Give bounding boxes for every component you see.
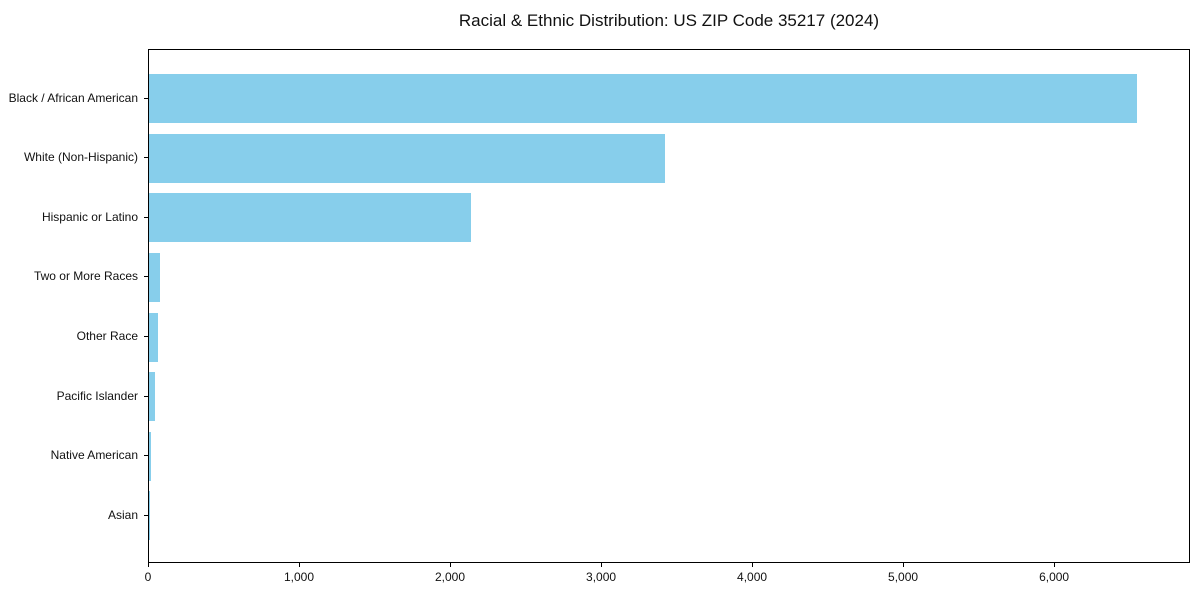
y-label-asian: Asian [107,507,138,522]
y-tick-mark [144,276,148,278]
chart-title: Racial & Ethnic Distribution: US ZIP Cod… [458,11,880,30]
bar-asian [149,491,150,541]
y-label-white-non-hispanic: White (Non-Hispanic) [23,150,138,165]
y-label-black-african-american: Black / African American [8,90,138,105]
x-tick-mark [601,563,603,567]
x-tick-label: 1,000 [283,570,315,584]
x-tick-mark [1054,563,1056,567]
y-label-other-race: Other Race [76,329,138,344]
y-tick-mark [144,395,148,397]
plot-area [148,49,1190,563]
x-tick-label: 6,000 [1039,570,1070,584]
x-tick-label: 2,000 [435,570,466,584]
x-tick-label: 0 [144,570,152,584]
x-tick-label: 5,000 [888,570,919,584]
y-tick-mark [144,514,148,516]
x-tick-label: 4,000 [737,570,768,584]
x-tick-mark [450,563,452,567]
y-label-two-or-more-races: Two or More Races [33,269,138,284]
bar-black-african-american [149,74,1137,123]
y-axis-labels: Black / African American White (Non-Hispa… [0,49,138,563]
bar-two-or-more-races [149,252,161,302]
y-label-native-american: Native American [50,448,138,463]
y-tick-mark [144,97,148,99]
bar-native-american [149,431,151,481]
y-tick-mark [144,455,148,457]
y-tick-mark [144,336,148,338]
x-tick-mark [752,563,754,567]
y-tick-mark [144,216,148,218]
y-tick-mark [144,157,148,159]
bar-pacific-islander [149,372,155,422]
y-label-pacific-islander: Pacific Islander [56,388,138,403]
y-label-hispanic-or-latino: Hispanic or Latino [41,209,138,224]
bar-white-non-hispanic [149,133,666,183]
x-tick-mark [903,563,905,567]
x-tick-label: 3,000 [586,570,617,584]
bar-hispanic-or-latino [149,193,471,243]
bar-other-race [149,312,159,362]
x-tick-mark [148,563,149,567]
x-tick-mark [299,563,300,567]
